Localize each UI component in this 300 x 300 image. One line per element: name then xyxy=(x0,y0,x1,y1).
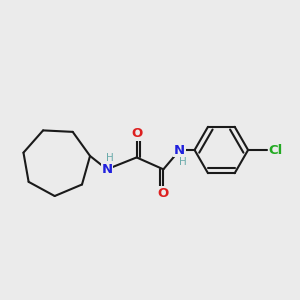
Text: N: N xyxy=(101,163,112,176)
Text: Cl: Cl xyxy=(268,143,283,157)
Text: O: O xyxy=(158,187,169,200)
Text: O: O xyxy=(131,127,142,140)
Text: H: H xyxy=(106,153,114,163)
Text: H: H xyxy=(179,157,187,167)
Text: N: N xyxy=(174,143,185,157)
